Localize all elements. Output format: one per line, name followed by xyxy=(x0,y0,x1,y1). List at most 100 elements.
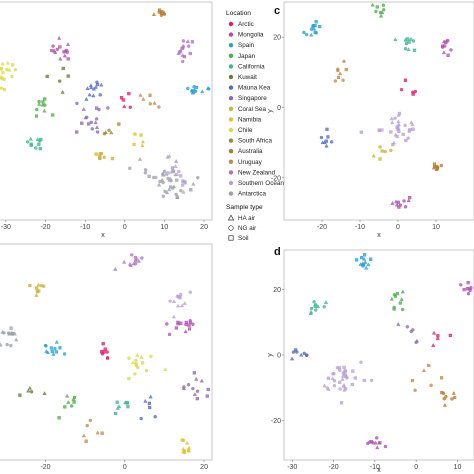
scatter-point xyxy=(304,32,309,37)
scatter-point xyxy=(170,166,175,170)
scatter-point xyxy=(421,368,426,373)
scatter-point xyxy=(403,205,408,209)
scatter-point xyxy=(171,299,177,303)
scatter-point xyxy=(153,414,157,419)
scatter-point xyxy=(121,98,126,102)
scatter-point xyxy=(188,51,192,56)
scatter-point xyxy=(450,397,454,401)
scatter-point xyxy=(65,42,71,46)
scatter-point xyxy=(393,294,398,299)
scatter-point xyxy=(322,305,326,309)
scatter-point xyxy=(147,401,151,405)
legend-item-label: Chile xyxy=(238,127,253,134)
scatter-point xyxy=(140,256,144,260)
cluster-coral-sea xyxy=(371,145,393,161)
scatter-point xyxy=(344,67,348,72)
scatter-point xyxy=(160,177,165,182)
scatter-point xyxy=(442,39,447,44)
scatter-point xyxy=(161,172,165,176)
cluster-namibia xyxy=(132,132,145,147)
cluster-uruguay xyxy=(81,418,104,443)
scatter-point xyxy=(35,107,39,112)
scatter-point xyxy=(396,112,401,117)
scatter-point xyxy=(168,299,172,303)
scatter-point xyxy=(1,70,5,75)
scatter-point xyxy=(140,143,145,147)
scatter-point xyxy=(312,300,316,304)
scatter-point xyxy=(406,198,411,203)
x-tick-label: -20 xyxy=(317,224,327,231)
legend-swatch xyxy=(228,21,234,27)
scatter-point xyxy=(7,332,11,336)
scatter-point xyxy=(391,143,395,147)
scatter-point xyxy=(192,87,197,92)
cluster-kuwait xyxy=(18,385,47,397)
legend: Location Arctic Mongolia Spain Japan Califor… xyxy=(226,10,284,242)
scatter-point xyxy=(309,32,314,37)
legend-location-title: Location xyxy=(226,10,251,17)
legend-swatch xyxy=(228,159,234,164)
scatter-point xyxy=(62,352,67,356)
scatter-point xyxy=(381,3,386,7)
cluster-coral-sea xyxy=(94,151,115,161)
scatter-point xyxy=(406,136,410,140)
scatter-point xyxy=(451,391,456,395)
scatter-point xyxy=(75,130,79,134)
scatter-point xyxy=(84,97,89,101)
scatter-point xyxy=(316,304,321,309)
scatter-point xyxy=(338,387,342,391)
y-tick-label: 0 xyxy=(277,105,281,112)
scatter-point xyxy=(363,253,367,257)
x-tick-label: -20 xyxy=(329,464,339,471)
scatter-point xyxy=(35,286,39,290)
scatter-point xyxy=(49,346,53,350)
x-tick-label: -10 xyxy=(355,224,365,231)
scatter-point xyxy=(192,85,196,89)
scatter-point xyxy=(154,175,158,180)
legend-sample-label: Soil xyxy=(238,235,249,242)
scatter-point xyxy=(66,57,70,61)
scatter-point xyxy=(139,416,143,421)
scatter-point xyxy=(135,352,140,357)
x-tick-label: 10 xyxy=(454,464,462,471)
cluster-california xyxy=(114,400,130,416)
scatter-point xyxy=(175,293,180,298)
scatter-point xyxy=(395,134,399,139)
panel-c: -20 -10 0 10 20 0 -20 x y xyxy=(267,1,474,239)
scatter-point xyxy=(28,283,32,288)
scatter-point xyxy=(187,323,191,327)
scatter-point xyxy=(182,449,187,453)
x-tick-label: 20 xyxy=(200,464,208,471)
scatter-point xyxy=(179,189,183,193)
scatter-point xyxy=(383,444,388,449)
scatter-point xyxy=(148,394,153,399)
scatter-point xyxy=(338,380,342,384)
panel-b: -20 0 20 xyxy=(0,243,213,471)
cluster-arctic xyxy=(119,92,132,109)
x-tick-label: -10 xyxy=(80,224,90,231)
scatter-point xyxy=(100,431,104,435)
scatter-point xyxy=(183,329,188,334)
scatter-point xyxy=(182,385,186,389)
cluster-new-zealand xyxy=(113,253,144,271)
scatter-point xyxy=(377,128,382,132)
scatter-point xyxy=(58,79,62,83)
panel-label-d: d xyxy=(274,246,281,258)
scatter-point xyxy=(441,50,446,55)
scatter-point xyxy=(89,120,93,125)
scatter-point xyxy=(439,163,444,168)
legend-sample-label: HA air xyxy=(238,215,255,222)
scatter-point xyxy=(411,39,416,43)
scatter-point xyxy=(200,89,205,94)
scatter-point xyxy=(187,327,192,331)
scatter-point xyxy=(375,445,380,450)
cluster-namibia xyxy=(180,438,192,454)
scatter-point xyxy=(14,337,19,342)
scatter-point xyxy=(45,350,50,355)
cluster-mauna-kea xyxy=(319,127,334,148)
cluster-japan xyxy=(370,2,386,18)
scatter-point xyxy=(363,260,368,264)
legend-item-label: New Zealand xyxy=(238,169,276,176)
panel-frame xyxy=(283,249,474,461)
scatter-point xyxy=(340,401,344,405)
